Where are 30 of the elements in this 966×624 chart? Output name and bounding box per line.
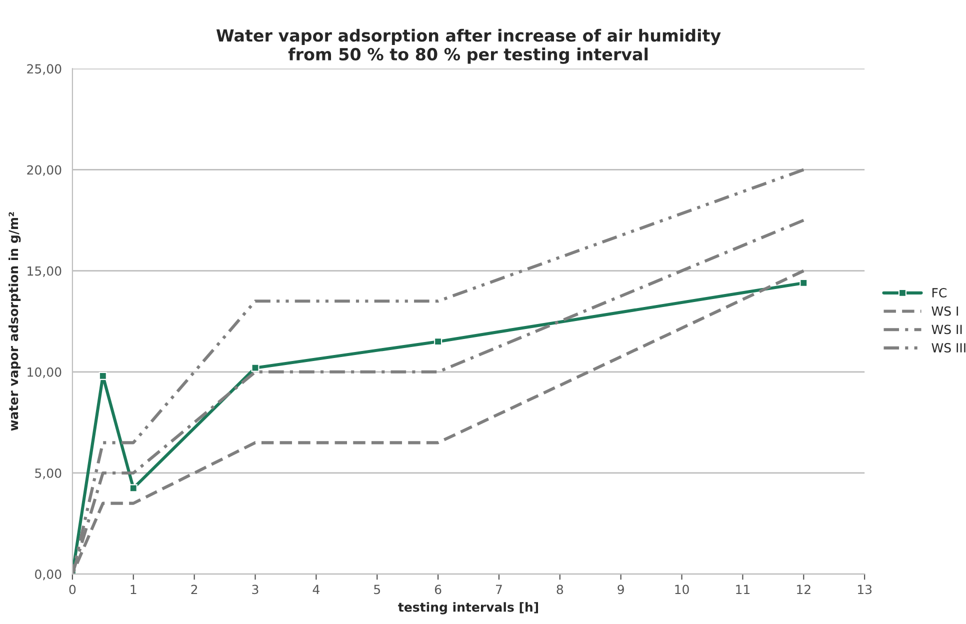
y-tick-label: 20,00 — [27, 165, 62, 176]
y-tick-label: 5,00 — [35, 468, 62, 480]
y-tick-label: 25,00 — [27, 64, 62, 75]
x-tick-label: 3 — [252, 584, 258, 594]
legend-label: WS I — [932, 306, 958, 316]
x-tick-label: 1 — [130, 584, 136, 594]
y-tick-label: 0,00 — [35, 570, 62, 580]
x-tick-label: 2 — [191, 584, 198, 594]
x-tick-label: 7 — [496, 584, 502, 594]
x-axis-title: testing intervals [h] — [398, 602, 538, 614]
chart-title: Water vapor adsorption after increase of air humidity from 50 % to 80 % per testing interval — [216, 28, 721, 64]
x-tick-label: 13 — [858, 584, 872, 594]
x-tick-label: 4 — [312, 584, 320, 594]
point — [251, 364, 260, 372]
x-tick-label: 6 — [434, 584, 442, 594]
point — [98, 372, 107, 380]
legend-label: FC — [932, 288, 946, 298]
x-tick-label: 12 — [797, 584, 810, 594]
x-tick-label: 0 — [69, 584, 76, 594]
x-tick-label: 11 — [736, 584, 750, 594]
x-tick-label: 9 — [618, 584, 624, 594]
y-tick-label: 10,00 — [28, 367, 62, 378]
x-tick-label: 5 — [374, 584, 380, 594]
y-axis-title: water vapor adsorption in g/m² — [8, 212, 21, 431]
point — [129, 484, 138, 492]
x-tick-label: 8 — [556, 584, 564, 594]
legend-label: WS II — [932, 324, 962, 334]
legend-label: WS III — [932, 343, 966, 353]
x-tick-label: 10 — [675, 584, 689, 594]
y-tick-label: 15,00 — [28, 266, 62, 278]
